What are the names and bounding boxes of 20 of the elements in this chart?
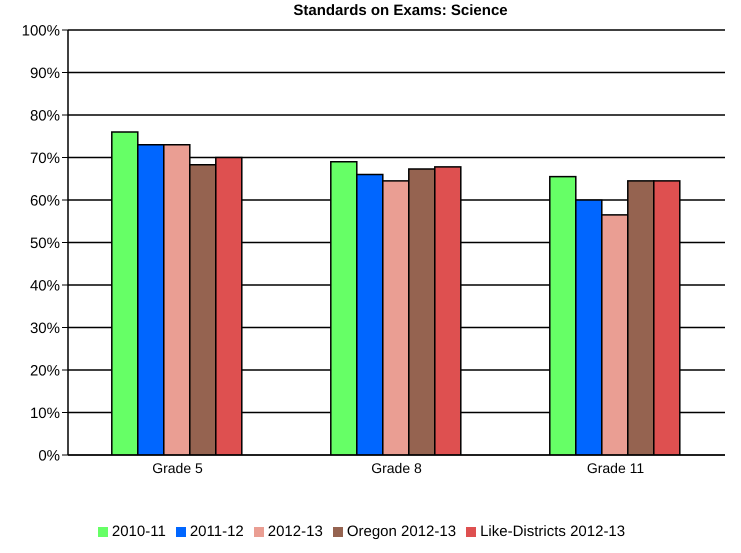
x-tick-label: Grade 5: [152, 460, 204, 476]
legend-label: Oregon 2012-13: [346, 523, 456, 540]
chart-title: Standards on Exams: Science: [292, 2, 509, 20]
y-tick-label: 100%: [22, 22, 60, 40]
y-tick-label: 10%: [30, 404, 60, 422]
legend-label: 2011-12: [190, 523, 244, 540]
y-tick-label: 90%: [30, 64, 60, 82]
y-tick-label: 70%: [30, 150, 60, 167]
y-tick-label: 50%: [30, 234, 60, 252]
y-tick-label: 60%: [30, 192, 60, 210]
legend-label: 2010-11: [112, 523, 166, 540]
legend-label: Like-Districts 2012-13: [480, 523, 626, 540]
legend-label: 2012-13: [268, 523, 323, 540]
x-tick-label: Grade 8: [371, 460, 422, 476]
y-tick-label: 80%: [30, 107, 60, 124]
y-tick-label: 20%: [30, 362, 60, 380]
y-tick-label: 40%: [30, 277, 60, 294]
y-tick-label: 0%: [38, 447, 60, 464]
y-tick-label: 30%: [30, 320, 60, 337]
x-tick-label: Grade 11: [586, 460, 644, 476]
